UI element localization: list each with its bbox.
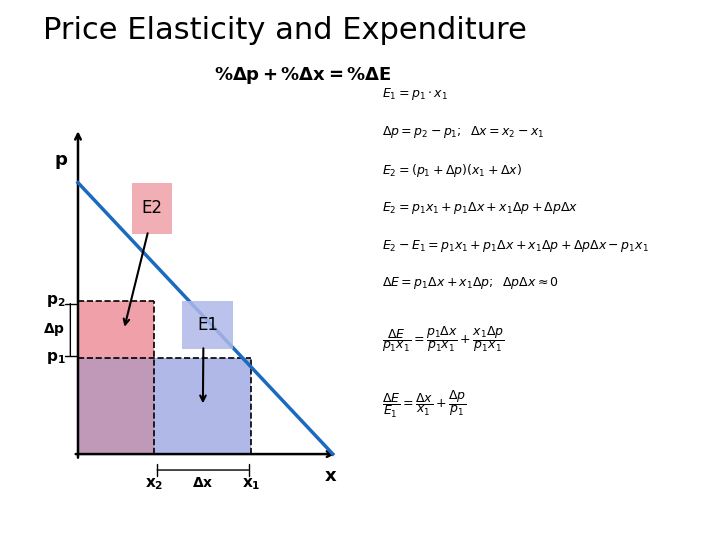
Text: $E_2 = (p_1 + \Delta p)(x_1 + \Delta x)$: $E_2 = (p_1 + \Delta p)(x_1 + \Delta x)$ xyxy=(382,162,521,179)
Text: E1: E1 xyxy=(197,316,218,334)
Text: $E_2 = p_1 x_1 + p_1 \Delta x + x_1 \Delta p + \Delta p \Delta x$: $E_2 = p_1 x_1 + p_1 \Delta x + x_1 \Del… xyxy=(382,200,578,216)
Text: $\mathbf{\Delta p}$: $\mathbf{\Delta p}$ xyxy=(43,321,66,338)
Text: $\mathbf{\%\Delta p + \%\Delta x = \%\Delta E}$: $\mathbf{\%\Delta p + \%\Delta x = \%\De… xyxy=(214,65,391,86)
Text: $\mathbf{p_2}$: $\mathbf{p_2}$ xyxy=(45,293,66,309)
Text: $E_2 - E_1 = p_1 x_1 + p_1 \Delta x + x_1 \Delta p + \Delta p \Delta x - p_1 x_1: $E_2 - E_1 = p_1 x_1 + p_1 \Delta x + x_… xyxy=(382,238,649,254)
FancyBboxPatch shape xyxy=(182,301,233,349)
Text: $\mathbf{x_2}$: $\mathbf{x_2}$ xyxy=(145,476,163,492)
Text: Price Elasticity and Expenditure: Price Elasticity and Expenditure xyxy=(43,16,527,45)
Bar xyxy=(78,358,155,454)
Bar xyxy=(78,301,155,358)
Text: $\dfrac{\Delta E}{p_1 x_1} = \dfrac{p_1 \Delta x}{p_1 x_1} + \dfrac{x_1 \Delta p: $\dfrac{\Delta E}{p_1 x_1} = \dfrac{p_1 … xyxy=(382,324,504,354)
Text: p: p xyxy=(55,151,68,170)
Text: $\Delta p = p_2 - p_1; \;\; \Delta x = x_2 - x_1$: $\Delta p = p_2 - p_1; \;\; \Delta x = x… xyxy=(382,124,544,140)
Bar xyxy=(155,358,251,454)
Text: $\mathbf{x_1}$: $\mathbf{x_1}$ xyxy=(242,476,261,492)
Text: $\mathbf{\Delta x}$: $\mathbf{\Delta x}$ xyxy=(192,476,214,490)
Text: $E_1 = p_1 \cdot x_1$: $E_1 = p_1 \cdot x_1$ xyxy=(382,86,448,103)
FancyBboxPatch shape xyxy=(132,183,172,234)
Text: $\Delta E = p_1 \Delta x + x_1 \Delta p; \;\; \Delta p \Delta x \approx 0$: $\Delta E = p_1 \Delta x + x_1 \Delta p;… xyxy=(382,275,559,292)
Text: x: x xyxy=(325,468,336,485)
Text: $\mathbf{p_1}$: $\mathbf{p_1}$ xyxy=(45,350,66,366)
Text: E2: E2 xyxy=(141,199,163,217)
Text: $\dfrac{\Delta E}{E_1} = \dfrac{\Delta x}{x_1} + \dfrac{\Delta p}{p_1}$: $\dfrac{\Delta E}{E_1} = \dfrac{\Delta x… xyxy=(382,389,467,420)
